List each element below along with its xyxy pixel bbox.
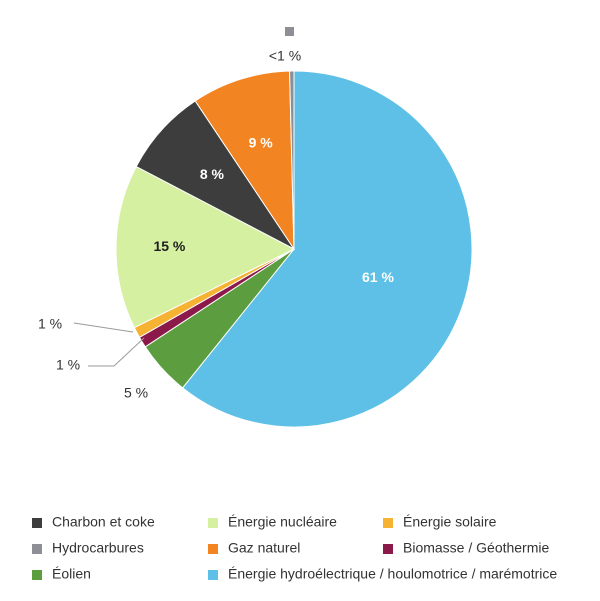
- legend-swatch: [32, 518, 42, 528]
- legend-swatch: [208, 544, 218, 554]
- pie-slice-6: [194, 70, 295, 251]
- pie-slice-7: [289, 70, 295, 250]
- legend-swatch: [208, 570, 218, 580]
- slice-label-3: 1 %: [38, 316, 62, 332]
- pie-slice-5: [135, 100, 295, 250]
- legend-item: Énergie hydroélectrique / houlomotrice /…: [208, 566, 557, 582]
- slice-label-2: 1 %: [56, 357, 80, 373]
- legend-item: Gaz naturel: [208, 540, 300, 556]
- slice-labels: 61 % 5 % 1 % 1 % 15 % 8 % 9 % <1 %: [38, 27, 394, 401]
- slice-label-7: <1 %: [269, 48, 301, 64]
- legend-label: Énergie hydroélectrique / houlomotrice /…: [228, 566, 557, 582]
- pie-slices: [115, 70, 473, 428]
- leader-line-2: [88, 337, 145, 367]
- legend-swatch: [383, 544, 393, 554]
- slice-marker-7: [285, 27, 294, 36]
- legend-swatch: [383, 518, 393, 528]
- legend-item: Charbon et coke: [32, 514, 155, 530]
- legend-item: Éolien: [32, 566, 91, 582]
- legend-label: Énergie solaire: [403, 514, 497, 530]
- legend: Charbon et coke Énergie nucléaire Énergie …: [32, 514, 557, 582]
- pie-slice-4: [115, 165, 296, 329]
- slice-label-1: 5 %: [124, 385, 148, 401]
- slice-label-5: 8 %: [200, 166, 225, 182]
- legend-swatch: [32, 544, 42, 554]
- legend-label: Gaz naturel: [228, 540, 300, 556]
- legend-item: Biomasse / Géothermie: [383, 540, 549, 556]
- legend-label: Hydrocarbures: [52, 540, 144, 556]
- legend-swatch: [32, 570, 42, 580]
- legend-item: Hydrocarbures: [32, 540, 144, 556]
- legend-label: Énergie nucléaire: [228, 514, 337, 530]
- leader-lines: [73, 322, 145, 367]
- slice-label-4: 15 %: [153, 238, 185, 254]
- slice-label-6: 9 %: [249, 134, 274, 150]
- legend-label: Charbon et coke: [52, 514, 155, 530]
- legend-label: Éolien: [52, 566, 91, 582]
- legend-label: Biomasse / Géothermie: [403, 540, 549, 556]
- legend-swatch: [208, 518, 218, 528]
- leader-line-3: [73, 322, 134, 333]
- pie-slice-0: [181, 70, 473, 428]
- legend-item: Énergie solaire: [383, 514, 497, 530]
- legend-item: Énergie nucléaire: [208, 514, 337, 530]
- slice-label-0: 61 %: [362, 269, 394, 285]
